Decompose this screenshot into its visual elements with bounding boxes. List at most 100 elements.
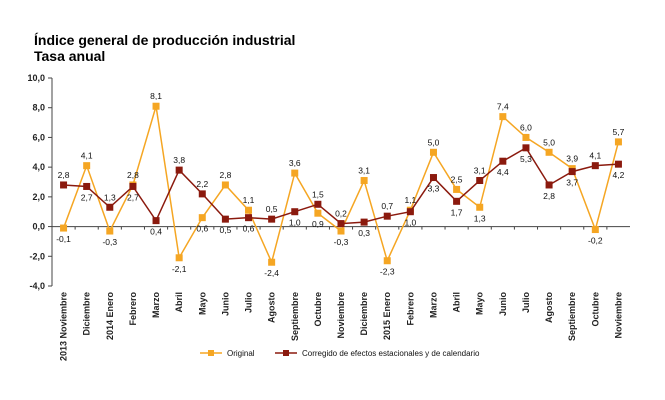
x-tick-label: Julio — [244, 292, 254, 314]
data-label-corregido: 3,1 — [474, 166, 486, 176]
data-label-original: 4,1 — [81, 151, 93, 161]
data-label-original: -0,3 — [334, 237, 349, 247]
x-tick-label: Abril — [452, 292, 462, 313]
x-tick-label: Mayo — [475, 292, 485, 316]
data-label-original: -2,3 — [380, 267, 395, 277]
data-label-corregido: 1,0 — [289, 218, 301, 228]
y-tick-label: -4,0 — [29, 281, 45, 291]
data-label-corregido: 0,2 — [335, 209, 347, 219]
data-label-original: 1,1 — [404, 195, 416, 205]
data-point — [152, 217, 160, 225]
x-tick-label: Septiembre — [290, 292, 300, 341]
x-tick-label: Junio — [220, 291, 230, 316]
data-point — [476, 177, 484, 185]
data-label-original: -2,4 — [264, 268, 279, 278]
data-point — [499, 157, 507, 165]
data-point — [614, 138, 622, 146]
data-point — [314, 200, 322, 208]
data-label-corregido: 0,7 — [381, 201, 393, 211]
data-point — [291, 169, 299, 177]
x-tick-label: Agosto — [544, 292, 554, 323]
data-label-original: -2,1 — [172, 264, 187, 274]
data-point — [291, 208, 299, 216]
data-point — [406, 208, 414, 216]
x-tick-label: Julio — [521, 292, 531, 314]
x-tick-label: Septiembre — [567, 292, 577, 341]
data-point — [453, 185, 461, 193]
data-label-corregido: 1,3 — [104, 192, 116, 202]
data-point — [245, 214, 253, 222]
data-label-corregido: 2,7 — [81, 192, 93, 202]
data-label-corregido: 4,4 — [497, 167, 509, 177]
chart-subtitle: Tasa anual — [34, 48, 106, 64]
legend-marker — [208, 350, 214, 356]
data-label-original: 1,3 — [474, 213, 486, 223]
data-label-corregido: 1,0 — [404, 218, 416, 228]
x-tick-label: Marzo — [428, 292, 438, 319]
data-label-original: 1,1 — [243, 195, 255, 205]
x-tick-label: Noviembre — [613, 292, 623, 339]
data-label-corregido: 2,8 — [543, 191, 555, 201]
data-label-original: 2,5 — [451, 174, 463, 184]
chart-title: Índice general de producción industrial — [34, 32, 296, 48]
data-point — [106, 203, 114, 211]
data-point — [429, 148, 437, 156]
data-label-original: 5,0 — [543, 137, 555, 147]
data-label-original: 3,1 — [358, 166, 370, 176]
data-point — [198, 214, 206, 222]
data-label-original: 2,8 — [219, 170, 231, 180]
data-point — [83, 182, 91, 190]
data-label-corregido: 3,3 — [428, 184, 440, 194]
data-label-original: 8,1 — [150, 91, 162, 101]
data-point — [614, 160, 622, 168]
data-point — [568, 168, 576, 176]
data-point — [221, 181, 229, 189]
data-label-original: 0,6 — [196, 224, 208, 234]
x-tick-label: Marzo — [151, 292, 161, 319]
data-point — [245, 206, 253, 214]
y-tick-label: 2,0 — [32, 192, 45, 202]
y-tick-label: -2,0 — [29, 251, 45, 261]
data-label-corregido: 1,5 — [312, 189, 324, 199]
data-label-corregido: 0,5 — [219, 225, 231, 235]
data-point — [198, 190, 206, 198]
y-tick-label: 10,0 — [27, 73, 45, 83]
data-point — [383, 257, 391, 265]
data-label-corregido: 5,3 — [520, 154, 532, 164]
data-point — [591, 226, 599, 234]
y-tick-label: 8,0 — [32, 103, 45, 113]
data-point — [314, 209, 322, 217]
data-label-original: 3,9 — [566, 154, 578, 164]
data-point — [476, 203, 484, 211]
data-point — [83, 162, 91, 170]
data-point — [60, 224, 68, 232]
data-point — [383, 212, 391, 220]
data-point — [268, 258, 276, 266]
data-point — [175, 166, 183, 174]
data-point — [522, 144, 530, 152]
data-label-corregido: 4,2 — [613, 170, 625, 180]
data-label-original: -0,1 — [56, 234, 71, 244]
data-label-corregido: 0,5 — [266, 204, 278, 214]
data-point — [268, 215, 276, 223]
legend-marker — [283, 350, 289, 356]
data-point — [152, 102, 160, 110]
data-label-original: 5,0 — [428, 137, 440, 147]
data-point — [591, 162, 599, 170]
data-point — [106, 227, 114, 235]
data-point — [60, 181, 68, 189]
data-label-corregido: 3,8 — [173, 155, 185, 165]
y-tick-label: 4,0 — [32, 162, 45, 172]
data-point — [337, 220, 345, 228]
data-label-original: 3,6 — [289, 158, 301, 168]
x-tick-label: 2013 Noviembre — [59, 292, 69, 361]
x-tick-label: 2015 Enero — [382, 292, 392, 341]
data-label-corregido: 0,4 — [150, 227, 162, 237]
data-label-original: 2,8 — [127, 170, 139, 180]
data-label-corregido: 0,6 — [243, 224, 255, 234]
x-tick-label: Octubre — [313, 292, 323, 327]
data-label-corregido: 4,1 — [589, 151, 601, 161]
data-label-original: 6,0 — [520, 122, 532, 132]
x-tick-label: Febrero — [405, 292, 415, 326]
x-tick-label: Octubre — [590, 292, 600, 327]
